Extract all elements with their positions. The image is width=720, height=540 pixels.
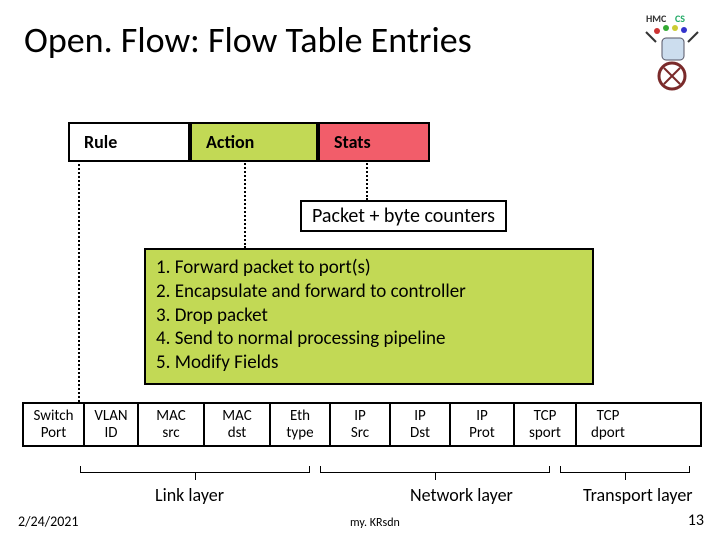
field-cell: VLANID bbox=[85, 404, 139, 445]
action-item: Modify Fields bbox=[156, 351, 582, 375]
svg-text:HMC: HMC bbox=[646, 12, 667, 25]
action-item: Forward packet to port(s) bbox=[156, 256, 582, 280]
field-cell: Ethtype bbox=[271, 404, 331, 445]
field-cell: SwitchPort bbox=[24, 404, 85, 445]
fields-row: SwitchPortVLANIDMACsrcMACdstEthtypeIPSrc… bbox=[22, 402, 702, 447]
box-action: Action bbox=[190, 122, 318, 162]
footer-page: 13 bbox=[688, 511, 704, 530]
action-item: Encapsulate and forward to controller bbox=[156, 280, 582, 304]
action-item: Drop packet bbox=[156, 304, 582, 328]
stats-detail-box: Packet + byte counters bbox=[300, 200, 507, 232]
field-cell: IPSrc bbox=[331, 404, 391, 445]
field-cell: TCPsport bbox=[515, 404, 577, 445]
field-cell: IPProt bbox=[451, 404, 515, 445]
bracket-network bbox=[320, 472, 550, 473]
bracket-link bbox=[80, 472, 310, 473]
layer-network-label: Network layer bbox=[410, 484, 513, 506]
layer-transport-label: Transport layer bbox=[583, 484, 693, 506]
footer-date: 2/24/2021 bbox=[18, 513, 78, 530]
top-boxes: Rule Action Stats bbox=[68, 122, 430, 162]
field-cell: TCPdport bbox=[577, 404, 639, 445]
box-rule: Rule bbox=[68, 122, 190, 162]
logo: HMC CS bbox=[642, 8, 702, 93]
box-stats: Stats bbox=[318, 122, 430, 162]
connector-rule-to-fields bbox=[78, 160, 80, 402]
bracket-transport bbox=[560, 472, 690, 473]
svg-text:CS: CS bbox=[675, 12, 685, 25]
field-cell: MACdst bbox=[205, 404, 271, 445]
action-item: Send to normal processing pipeline bbox=[156, 327, 582, 351]
layer-link-label: Link layer bbox=[155, 484, 224, 506]
footer-center: my. KRsdn bbox=[350, 516, 400, 530]
field-cell: MACsrc bbox=[139, 404, 205, 445]
page-title: Open. Flow: Flow Table Entries bbox=[24, 18, 472, 62]
connector-action-to-actions bbox=[244, 160, 246, 248]
actions-list: Forward packet to port(s)Encapsulate and… bbox=[144, 248, 594, 385]
connector-stats-to-counters bbox=[366, 160, 368, 200]
field-cell: IPDst bbox=[391, 404, 451, 445]
